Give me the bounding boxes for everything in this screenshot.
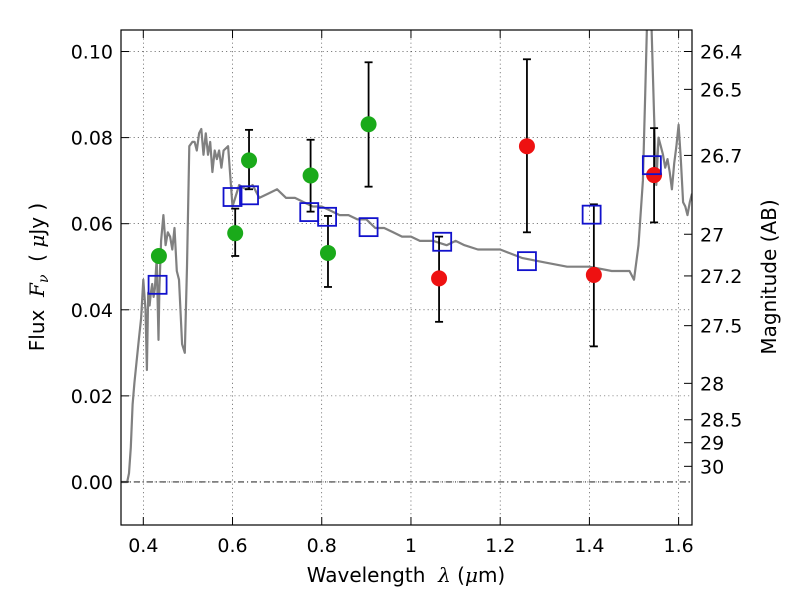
model-spectrum-line	[121, 30, 692, 484]
model-photometry-square	[239, 185, 259, 206]
observed-point-red	[585, 266, 602, 283]
magnitude-tick-label: 27.5	[700, 316, 742, 338]
observed-point-green	[150, 247, 167, 264]
x-tick-label: 0.4	[128, 535, 158, 557]
x-tick-label: 0.6	[217, 535, 247, 557]
observed-point-green	[319, 244, 336, 261]
y-tick-label: 0.02	[71, 386, 113, 408]
observed-point-green	[360, 116, 377, 133]
model-photometry-square	[147, 274, 168, 295]
magnitude-tick-label: 28.5	[700, 410, 742, 432]
observed-point-red	[431, 270, 448, 287]
y-axis-label: Flux Fν ( μJy )	[25, 203, 52, 351]
y-tick-label: 0.10	[71, 42, 113, 64]
y-tick-label: 0.08	[71, 128, 113, 150]
model-photometry-square	[358, 217, 379, 238]
y-tick-label: 0.04	[71, 300, 113, 322]
model-photometry-square	[517, 251, 537, 272]
x-axis-label: Wavelength λ (μm)	[307, 563, 506, 587]
magnitude-tick-label: 28	[700, 373, 724, 395]
error-bars	[231, 58, 659, 348]
model-photometry-square	[581, 204, 602, 225]
model-photometry-square	[641, 155, 662, 176]
x-tick-label: 1.2	[485, 535, 515, 557]
model-photometry-square	[317, 206, 337, 227]
x-tick-label: 0.8	[307, 535, 337, 557]
magnitude-tick-label: 26.7	[700, 145, 742, 167]
observed-point-green	[302, 167, 319, 184]
x-tick-label: 1.4	[574, 535, 604, 557]
magnitude-axis-label: Magnitude (AB)	[757, 199, 781, 354]
x-tick-label: 1	[405, 535, 417, 557]
axis-ticks: 0.4 0.6 0.8 1 1.2 1.4 1.6 0.00 0.02 0.04 0.06 0.08 0…	[71, 30, 742, 557]
magnitude-tick-label: 29	[700, 433, 724, 455]
model-photometry-square	[222, 187, 243, 207]
observed-point-red	[518, 138, 535, 155]
magnitude-tick-label: 27.2	[700, 266, 742, 288]
y-tick-label: 0.00	[71, 472, 113, 494]
x-tick-label: 1.6	[664, 535, 694, 557]
magnitude-tick-label: 26.4	[700, 41, 742, 63]
grid-lines	[121, 30, 692, 525]
magnitude-tick-label: 26.5	[700, 79, 742, 101]
y-tick-label: 0.06	[71, 214, 113, 236]
observed-point-green	[241, 152, 258, 169]
magnitude-tick-label: 30	[700, 456, 724, 478]
model-photometry-square	[432, 231, 453, 252]
plot-frame	[120, 29, 693, 526]
observed-point-green	[227, 225, 244, 242]
magnitude-tick-label: 27	[700, 224, 724, 246]
data-markers	[147, 116, 663, 295]
